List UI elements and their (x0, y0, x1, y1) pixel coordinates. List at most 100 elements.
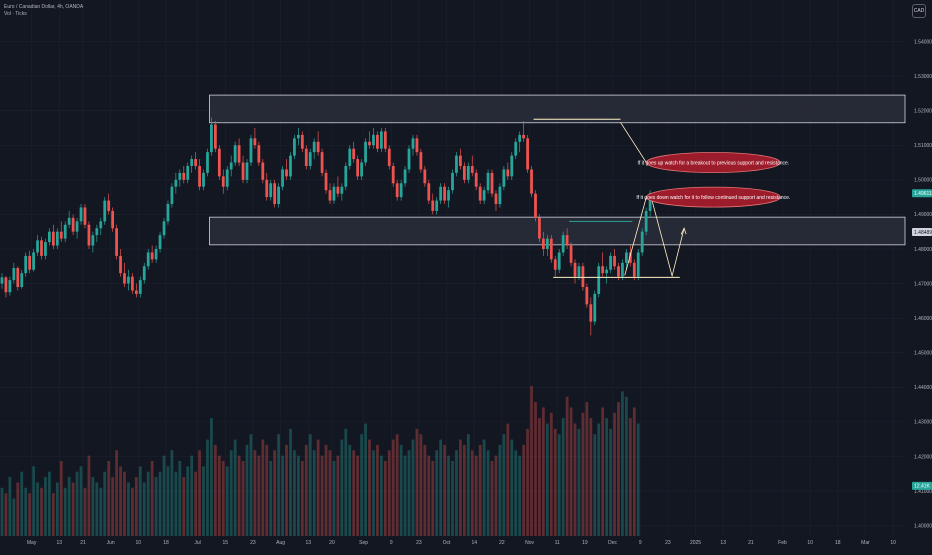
candle-body (455, 155, 458, 173)
volume-bar (198, 450, 201, 536)
volume-bar (376, 444, 379, 536)
symbol-title[interactable]: Euro / Canadian Dollar, 4h, OANDA (4, 4, 84, 10)
candle-body (332, 186, 336, 201)
volume-bar (542, 407, 545, 536)
candle-body (32, 252, 35, 270)
price-tick-label: 1.46000 (914, 316, 932, 322)
candle-body (411, 138, 415, 149)
candle-body (395, 183, 399, 198)
annotation-text: If it goes up watch for a breakout to pr… (637, 160, 789, 166)
zones (209, 94, 906, 246)
volume-bar (99, 487, 103, 536)
candle-body (12, 268, 16, 281)
candle-body (336, 186, 340, 194)
candle-body (134, 290, 138, 294)
volume-bar (534, 402, 537, 536)
volume-bar (462, 444, 466, 536)
candle-body (372, 134, 375, 146)
time-axis[interactable]: May 13 21 Jun 10 18 Jul 15 23 Aug 13 20 Sep 9 23 Oct 14 2… (27, 540, 896, 546)
volume-bar (261, 439, 265, 536)
volume-bar (182, 477, 186, 536)
resistance-zone (209, 94, 906, 124)
price-axis[interactable]: 1.54000 1.53000 1.52000 1.51000 1.50000 1.490… (912, 39, 932, 529)
volume-bar (63, 487, 67, 536)
candle-body (206, 152, 209, 173)
candle-body (142, 266, 146, 281)
volume-title[interactable]: Vol · Ticks (4, 11, 27, 17)
candle-body (447, 190, 450, 201)
candle-body (67, 217, 71, 225)
volume-bar (557, 434, 561, 536)
candle-body (257, 145, 261, 163)
candle-body (253, 138, 257, 146)
volume-bar (150, 461, 154, 536)
volume-bar (573, 423, 577, 536)
volume-bar (609, 428, 612, 536)
candle-body (577, 266, 581, 277)
volume-bar (91, 477, 95, 536)
volume-bar (245, 444, 249, 536)
candle-body (569, 245, 573, 263)
volume-bar (466, 434, 470, 536)
candle-body (131, 276, 134, 291)
price-label-box (912, 481, 932, 490)
candle-body (281, 169, 284, 187)
candle-body (225, 169, 229, 187)
chart-legend: Euro / Canadian Dollar, 4h, OANDA Vol · … (4, 4, 83, 18)
volume-bar (146, 471, 150, 536)
price-tick-label: 1.48000 (914, 247, 932, 253)
volume-bar (289, 428, 292, 536)
candle-body (419, 152, 423, 170)
candle-body (237, 145, 241, 163)
volume-bar (451, 461, 454, 536)
candle-body (8, 280, 12, 293)
volume-bar (324, 444, 328, 536)
volume-bar (360, 434, 363, 536)
candle-body (40, 240, 43, 256)
time-tick-label: 21 (748, 540, 754, 546)
candle-body (328, 190, 332, 201)
candle-body (249, 138, 253, 163)
volume-bar (296, 455, 300, 536)
candle-body (24, 255, 28, 274)
volume-bar (229, 450, 233, 536)
candle-body (170, 186, 174, 205)
volume-bar (32, 466, 35, 536)
candle-body (498, 186, 502, 205)
time-tick-label: Nov (525, 540, 534, 546)
time-tick-label: Aug (276, 540, 285, 546)
time-tick-label: 10 (807, 540, 813, 546)
currency-badge[interactable]: CAD (912, 4, 926, 18)
time-tick-label: 13 (720, 540, 726, 546)
candle-body (83, 207, 87, 225)
volume-bar (605, 418, 609, 536)
volume-bar (356, 455, 360, 536)
volume-bar (565, 396, 569, 536)
volume-bar (103, 471, 107, 536)
candle-body (115, 228, 118, 256)
candle-body (391, 165, 395, 184)
volume-bar (478, 444, 482, 536)
volume-bar (383, 461, 387, 536)
candle-body (296, 134, 300, 139)
volume-bar (340, 439, 344, 536)
time-tick-label: 9 (390, 540, 393, 546)
volume-bar (506, 423, 510, 536)
volume-bar (459, 439, 462, 536)
price-tick-label: 1.50000 (914, 178, 932, 184)
candle-body (518, 134, 522, 142)
time-tick-label: Jul (194, 540, 200, 546)
candle-body (107, 200, 111, 211)
price-tick-label: 1.47000 (914, 281, 932, 287)
volume-bar (115, 450, 118, 536)
volume-bar (470, 450, 474, 536)
volume-bar (494, 455, 498, 536)
candle-body (549, 238, 553, 260)
price-tick-label: 1.40000 (914, 523, 932, 529)
volume-bar (48, 471, 51, 536)
candle-body (502, 169, 506, 187)
candle-body (55, 231, 59, 246)
volume-bar (613, 412, 616, 536)
volume-bar (625, 396, 628, 536)
